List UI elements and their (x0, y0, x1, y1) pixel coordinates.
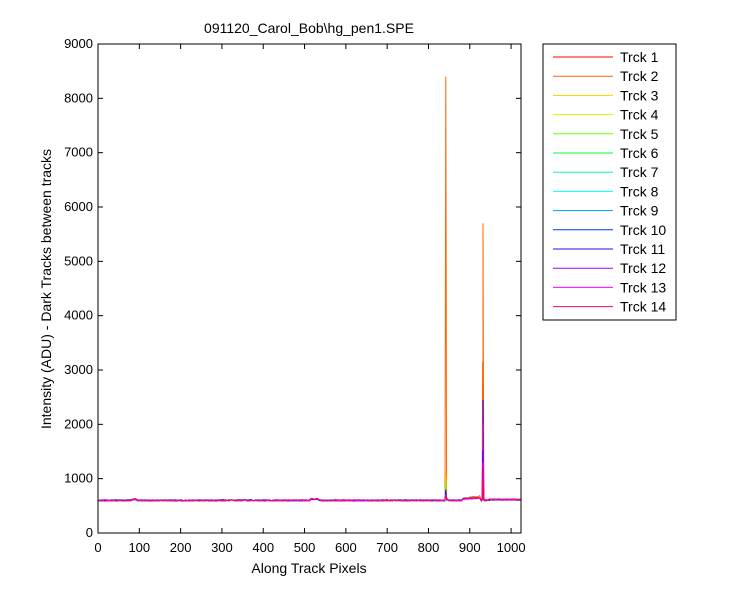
legend-label: Trck 9 (620, 203, 659, 219)
legend-label: Trck 11 (620, 241, 665, 257)
x-tick-label: 100 (128, 540, 150, 555)
x-tick-label: 300 (211, 540, 233, 555)
x-axis-title: Along Track Pixels (251, 560, 366, 576)
x-tick-label: 200 (170, 540, 192, 555)
x-tick-label: 500 (294, 540, 316, 555)
y-axis-title: Intensity (ADU) - Dark Tracks between tr… (38, 149, 54, 429)
legend-label: Trck 2 (620, 68, 659, 84)
y-tick-label: 7000 (64, 145, 93, 160)
y-tick-label: 9000 (64, 36, 93, 51)
legend-label: Trck 4 (620, 107, 659, 123)
legend-label: Trck 10 (620, 222, 666, 238)
legend-label: Trck 1 (620, 49, 659, 65)
x-tick-label: 1000 (497, 540, 526, 555)
legend-label: Trck 7 (620, 164, 659, 180)
legend-label: Trck 8 (620, 183, 659, 199)
y-tick-label: 8000 (64, 90, 93, 105)
legend-label: Trck 14 (620, 299, 666, 315)
y-tick-label: 1000 (64, 471, 93, 486)
x-tick-label: 800 (418, 540, 440, 555)
x-tick-label: 900 (459, 540, 481, 555)
legend: Trck 1 Trck 2 Trck 3 Trck 4 Trck 5 Trck 6 Trck… (542, 43, 677, 321)
x-tick-label: 600 (335, 540, 357, 555)
series-line-trck-14 (97, 467, 522, 502)
y-tick-label: 2000 (64, 416, 93, 431)
legend-label: Trck 6 (620, 145, 659, 161)
plot-area: 0 100 200 300 400 500 600 700 800 900 1000 0 1000 20… (64, 36, 525, 555)
y-tick-label: 6000 (64, 199, 93, 214)
legend-items: Trck 1 Trck 2 Trck 3 Trck 4 Trck 5 Trck 6 Trck… (553, 49, 666, 315)
x-tick-label: 400 (252, 540, 274, 555)
plot-background (98, 44, 521, 533)
chart-title: 091120_Carol_Bob\hg_pen1.SPE (204, 20, 414, 36)
plot-frame (97, 43, 522, 534)
legend-label: Trck 12 (620, 260, 666, 276)
legend-label: Trck 13 (620, 279, 666, 295)
y-tick-label: 4000 (64, 308, 93, 323)
y-axis: 0 1000 2000 3000 4000 5000 6000 7000 8000 9000 (64, 36, 521, 540)
legend-label: Trck 5 (620, 126, 659, 142)
legend-label: Trck 3 (620, 87, 659, 103)
y-tick-label: 3000 (64, 362, 93, 377)
series-layer (97, 76, 522, 503)
x-tick-label: 0 (94, 540, 101, 555)
x-axis: 0 100 200 300 400 500 600 700 800 900 1000 (94, 44, 526, 555)
y-tick-label: 5000 (64, 253, 93, 268)
x-tick-label: 700 (376, 540, 398, 555)
legend-box (542, 43, 677, 321)
y-tick-label: 0 (86, 525, 93, 540)
